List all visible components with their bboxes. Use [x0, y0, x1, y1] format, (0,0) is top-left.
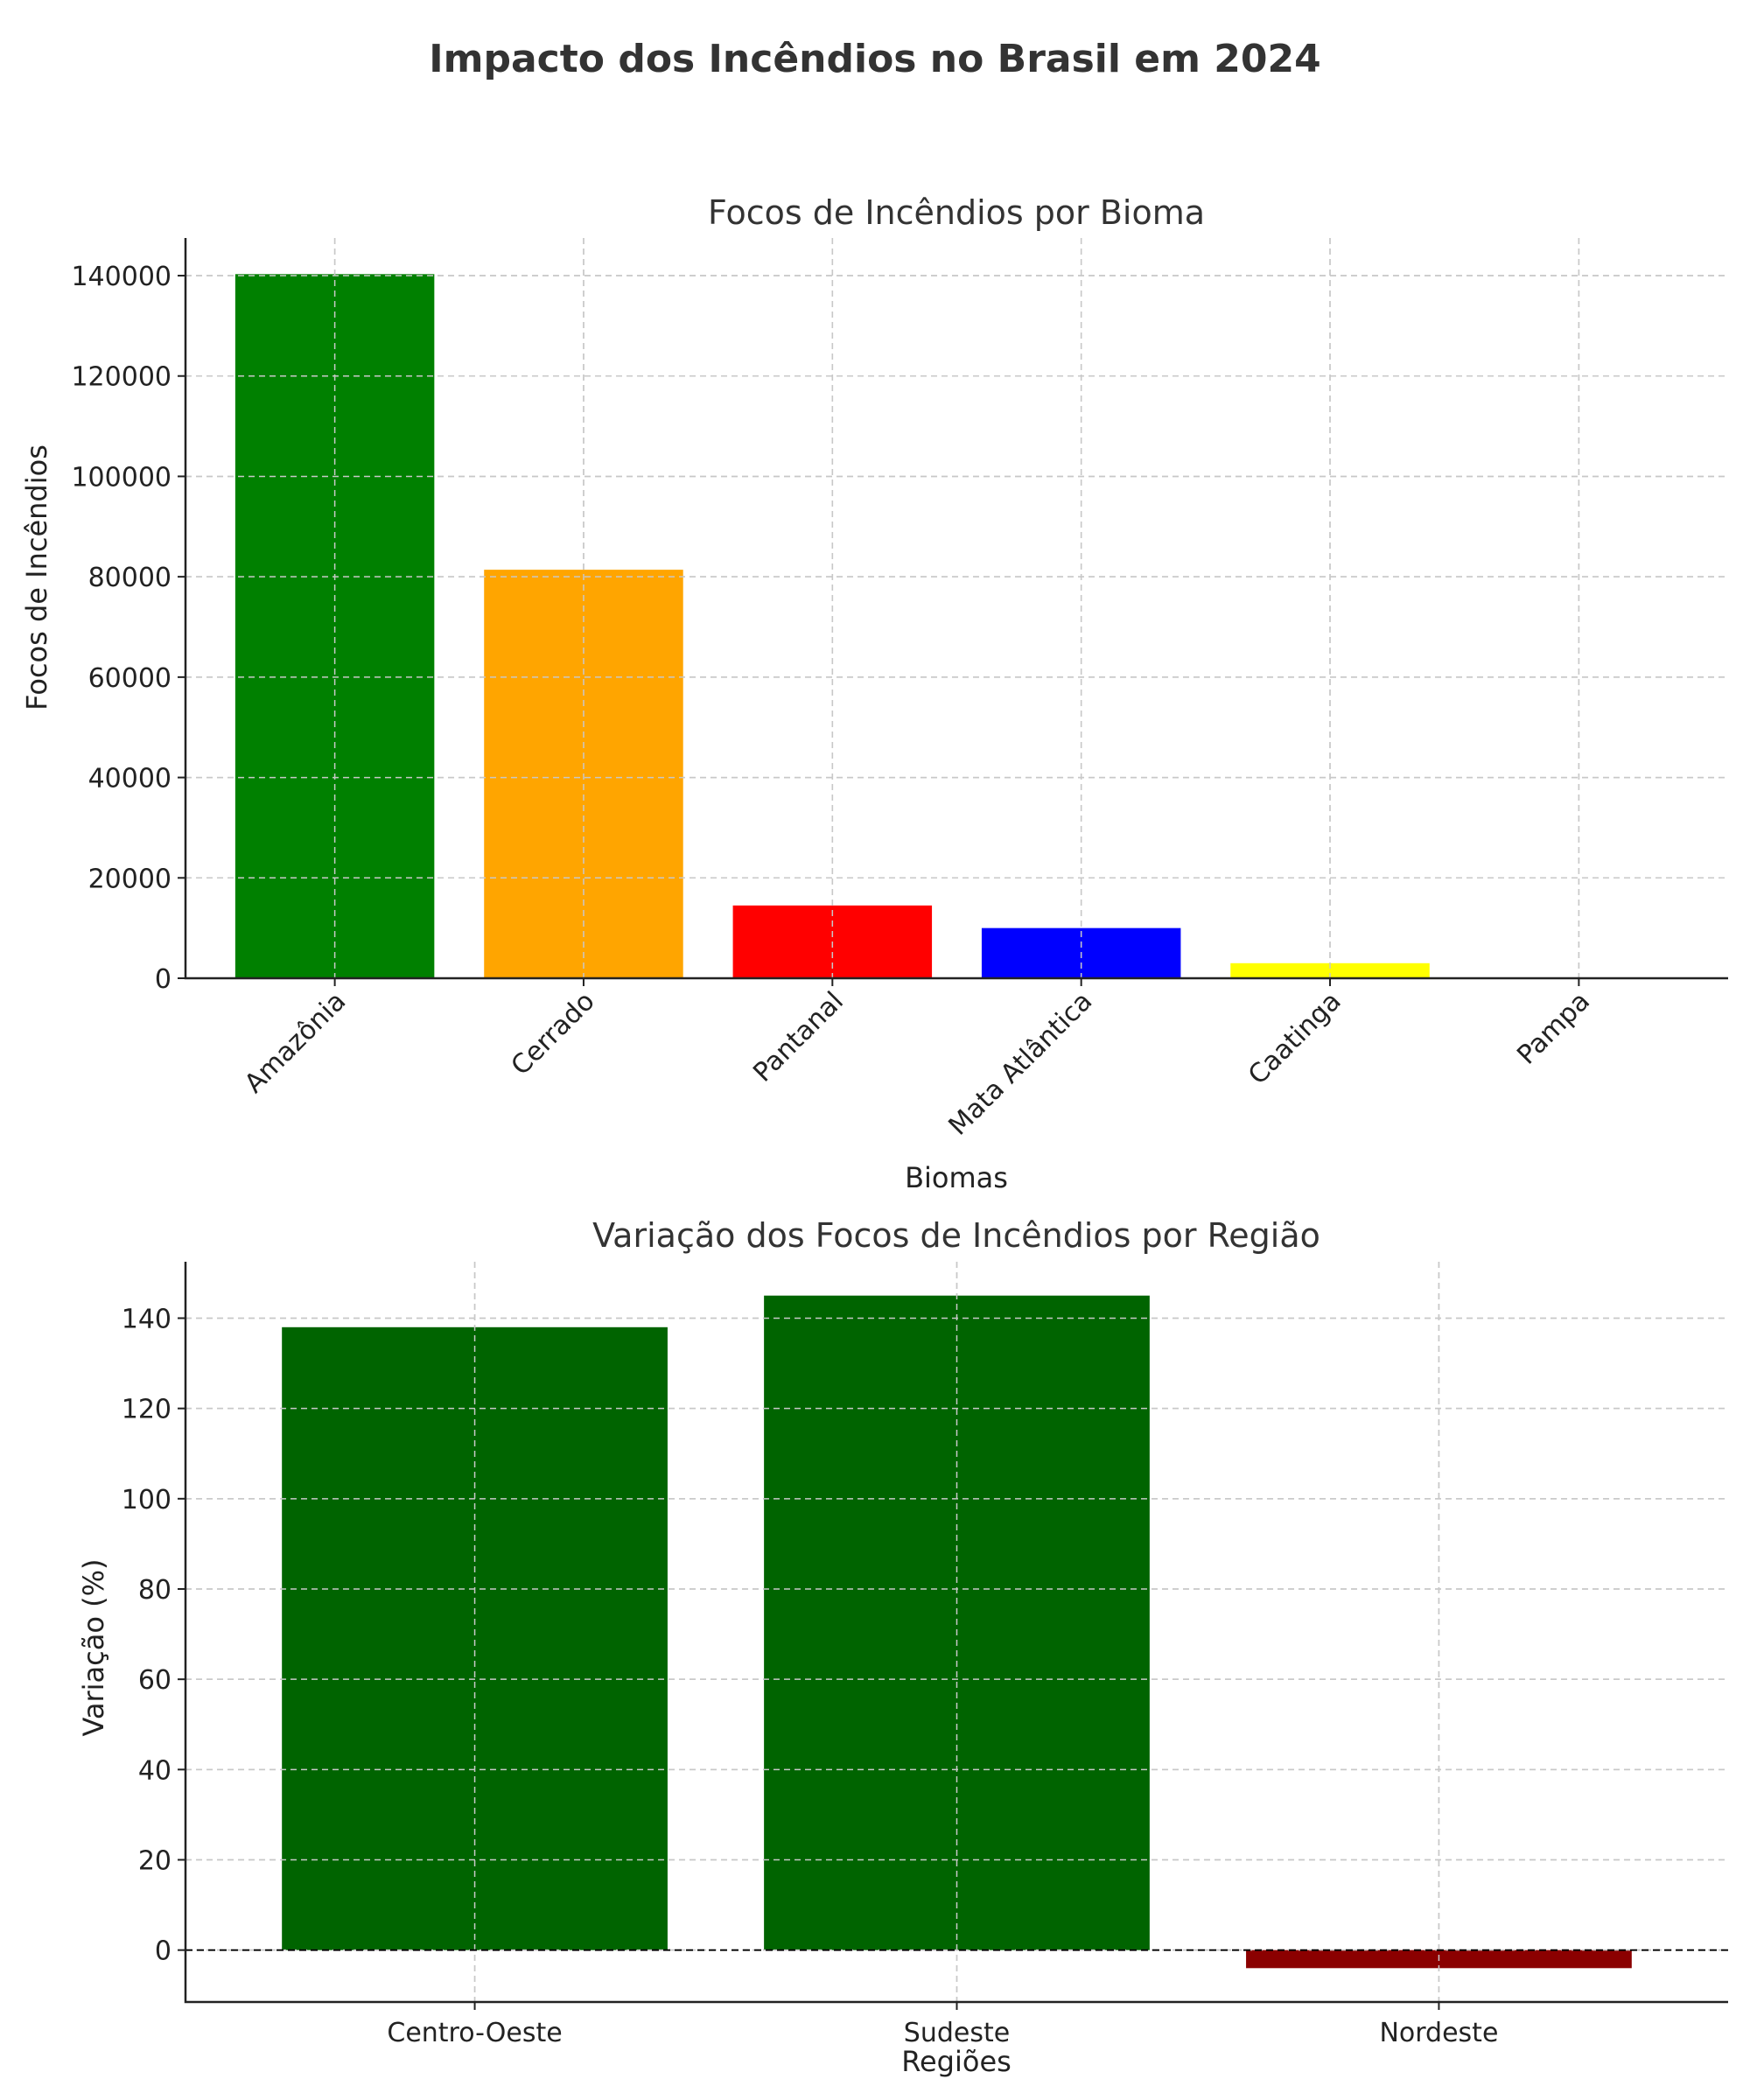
- y-tick-label: 60000: [88, 663, 172, 694]
- x-axis-label: Biomas: [905, 1161, 1008, 1194]
- axes-spines: [184, 1262, 1728, 2004]
- x-tick-label: Caatinga: [1242, 986, 1348, 1091]
- bars: [234, 274, 1679, 978]
- y-tick-label: 100: [122, 1485, 172, 1516]
- x-tick-label: Pampa: [1511, 986, 1596, 1071]
- y-tick-label: 140000: [71, 262, 172, 292]
- y-tick-label: 120000: [71, 362, 172, 393]
- x-tick-label: Pantanal: [747, 986, 850, 1088]
- x-axis-label: Regiões: [901, 2045, 1012, 2078]
- y-tick-label: 40000: [88, 764, 172, 794]
- x-tick-label: Nordeste: [1379, 2018, 1498, 2048]
- chart-variation-by-region: Variação dos Focos de Incêndios por Regi…: [77, 1216, 1728, 2078]
- x-tick-label: Sudeste: [904, 2018, 1010, 2048]
- y-tick-label: 140: [122, 1304, 172, 1334]
- x-tick-label: Amazônia: [239, 986, 352, 1099]
- axes-spines: [184, 238, 1728, 980]
- x-tick-label: Mata Atlântica: [943, 986, 1099, 1142]
- chart-fire-foci-by-biome: Focos de Incêndios por Bioma Biomas Foco…: [20, 193, 1728, 1194]
- y-tick-label: 40: [138, 1755, 172, 1786]
- y-tick-label: 20: [138, 1846, 172, 1877]
- y-tick-label: 0: [155, 964, 172, 995]
- bar-caatinga: [1230, 962, 1430, 978]
- y-tick-label: 80: [138, 1575, 172, 1606]
- x-tick-label: Cerrado: [505, 986, 600, 1082]
- chart-title: Variação dos Focos de Incêndios por Regi…: [592, 1216, 1320, 1255]
- figure-title: Impacto dos Incêndios no Brasil em 2024: [429, 37, 1321, 81]
- y-tick-label: 100000: [71, 462, 172, 493]
- y-tick-label: 80000: [88, 563, 172, 593]
- y-axis-label: Focos de Incêndios: [20, 444, 53, 710]
- y-tick-label: 120: [122, 1395, 172, 1425]
- y-axis-label: Variação (%): [77, 1559, 110, 1737]
- chart-title: Focos de Incêndios por Bioma: [708, 193, 1205, 232]
- y-tick-label: 0: [155, 1936, 172, 1967]
- x-tick-label: Centro-Oeste: [387, 2018, 562, 2048]
- y-tick-label: 60: [138, 1665, 172, 1696]
- y-tick-label: 20000: [88, 864, 172, 894]
- bars: [282, 1295, 1632, 1969]
